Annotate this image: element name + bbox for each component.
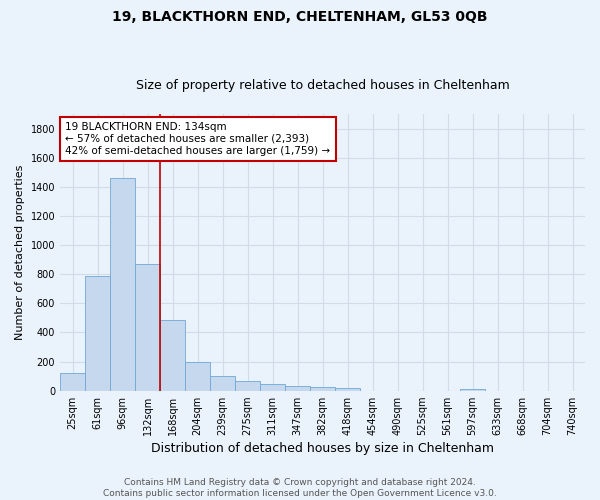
Bar	[460, 389, 485, 390]
Bar	[60, 373, 85, 390]
Text: 19 BLACKTHORN END: 134sqm
← 57% of detached houses are smaller (2,393)
42% of se: 19 BLACKTHORN END: 134sqm ← 57% of detac…	[65, 122, 331, 156]
Bar	[110, 178, 135, 390]
Text: 19, BLACKTHORN END, CHELTENHAM, GL53 0QB: 19, BLACKTHORN END, CHELTENHAM, GL53 0QB	[112, 10, 488, 24]
Bar	[260, 384, 285, 390]
Bar	[235, 381, 260, 390]
Bar	[160, 320, 185, 390]
Title: Size of property relative to detached houses in Cheltenham: Size of property relative to detached ho…	[136, 79, 509, 92]
X-axis label: Distribution of detached houses by size in Cheltenham: Distribution of detached houses by size …	[151, 442, 494, 455]
Bar	[285, 386, 310, 390]
Bar	[185, 362, 210, 390]
Bar	[335, 388, 360, 390]
Bar	[310, 387, 335, 390]
Bar	[210, 376, 235, 390]
Y-axis label: Number of detached properties: Number of detached properties	[15, 164, 25, 340]
Bar	[85, 276, 110, 390]
Bar	[135, 264, 160, 390]
Text: Contains HM Land Registry data © Crown copyright and database right 2024.
Contai: Contains HM Land Registry data © Crown c…	[103, 478, 497, 498]
